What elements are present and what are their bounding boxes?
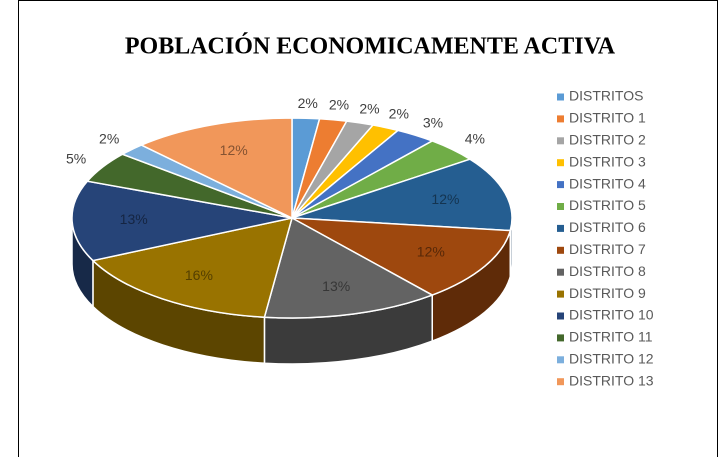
legend-swatch (557, 356, 564, 364)
data-label: 16% (185, 267, 213, 283)
legend-label: DISTRITOS (569, 88, 643, 104)
legend-swatch (557, 137, 564, 145)
legend-label: DISTRITO 2 (569, 132, 646, 148)
legend-label: DISTRITO 10 (569, 307, 654, 323)
data-label: 12% (431, 191, 459, 207)
legend-swatch (557, 93, 564, 101)
legend-label: DISTRITO 13 (569, 372, 654, 388)
legend-label: DISTRITO 9 (569, 285, 646, 301)
data-label: 12% (220, 142, 248, 158)
legend-swatch (557, 203, 564, 210)
data-label: 2% (99, 131, 119, 147)
legend-swatch (557, 290, 564, 298)
legend-swatch (557, 224, 564, 232)
data-label: 2% (329, 97, 349, 113)
legend-label: DISTRITO 7 (569, 241, 646, 257)
legend-swatch (557, 246, 564, 254)
pie-slice (291, 217, 512, 296)
data-label: 12% (417, 243, 445, 259)
pie-slice (91, 217, 294, 318)
data-label: 3% (423, 114, 443, 130)
pie-slice (139, 117, 293, 220)
legend-swatch (557, 115, 564, 123)
legend-label: DISTRITO 3 (569, 153, 646, 169)
data-label: 4% (465, 131, 485, 147)
data-label: 2% (359, 100, 379, 116)
legend-label: DISTRITO 6 (569, 219, 646, 235)
legend-label: DISTRITO 1 (569, 110, 646, 126)
legend-label: DISTRITO 12 (569, 351, 654, 367)
data-label: 13% (322, 278, 350, 294)
pie-slice (263, 216, 435, 319)
legend-label: DISTRITO 11 (569, 329, 653, 345)
legend-swatch (557, 378, 564, 386)
pie-slice (291, 158, 513, 232)
chart-title: POBLACIÓN ECONOMICAMENTE ACTIVA (125, 33, 616, 60)
legend-label: DISTRITO 5 (569, 197, 646, 213)
data-label: 2% (298, 95, 318, 111)
data-label: 13% (120, 211, 148, 227)
legend-swatch (557, 159, 564, 167)
legend-swatch (557, 334, 564, 342)
legend-label: DISTRITO 4 (569, 175, 646, 191)
pie-slice (71, 180, 293, 262)
legend-swatch (557, 312, 564, 320)
legend-swatch (557, 181, 564, 189)
data-label: 2% (389, 106, 409, 122)
data-label: 5% (66, 151, 86, 167)
legend-label: DISTRITO 8 (569, 263, 646, 279)
legend-swatch (557, 268, 564, 276)
